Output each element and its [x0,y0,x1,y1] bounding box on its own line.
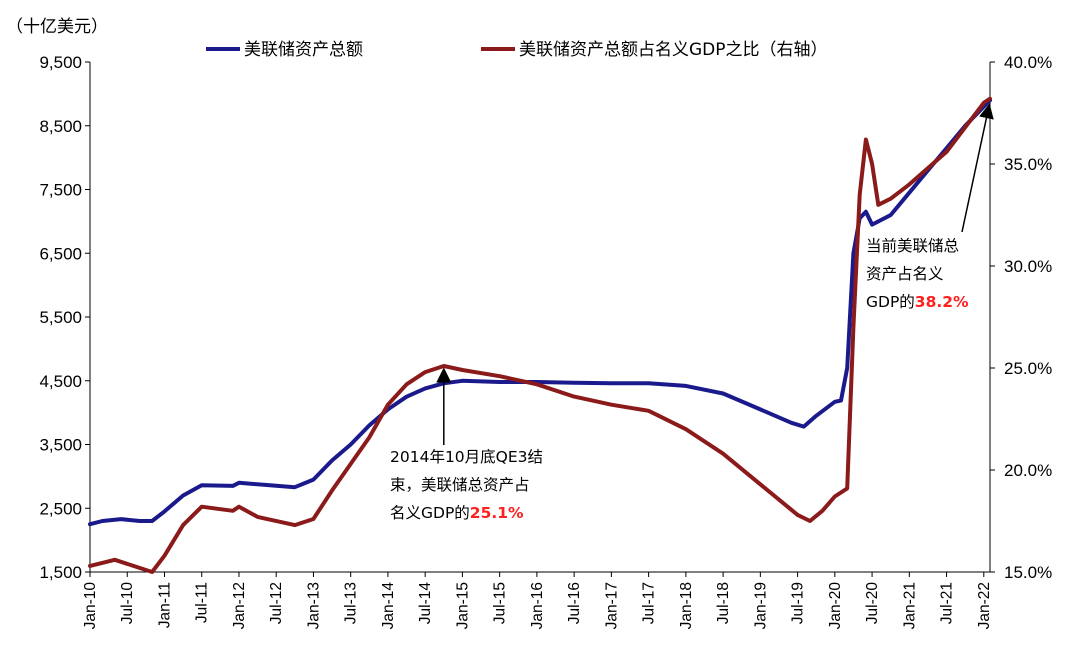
annotation-text-qe3: 名义GDP的25.1% [390,504,524,522]
series-line-ratio [88,96,992,574]
x-tick-label: Jul-16 [566,582,583,624]
x-tick-label: Jan-22 [976,582,993,629]
legend-label-ratio: 美联储资产总额占名义GDP之比（右轴） [519,40,828,60]
left-tick-label: 8,500 [39,117,82,136]
x-tick-label: Jan-13 [305,582,322,629]
x-tick-label: Jul-14 [417,582,434,625]
x-tick-label: Jul-15 [492,582,509,624]
x-tick-label: Jan-12 [231,582,248,629]
left-tick-label: 2,500 [39,499,82,518]
annotation-value-qe3: 25.1% [470,504,524,522]
annotation-arrow-current [961,103,994,233]
annotation-text-current: 资产占名义 [866,265,944,283]
x-tick-label: Jan-19 [752,582,769,629]
axes: 1,500 2,500 3,500 4,500 5,500 6,500 7,500 8,500… [39,53,1052,629]
x-tick-label: Jan-18 [678,582,695,629]
x-tick-label: Jan-16 [529,582,546,629]
right-tick-label: 20.0% [1004,461,1052,480]
x-tick-label: Jul-12 [268,582,285,624]
x-tick-label: Jul-11 [194,582,211,623]
x-tick-label: Jan-10 [82,582,99,630]
left-axis-unit-label: （十亿美元） [6,17,108,37]
legend-label-assets: 美联储资产总额 [244,40,363,60]
left-tick-label: 3,500 [39,436,82,455]
series-group [88,96,992,574]
x-tick-label: Jul-18 [715,582,732,624]
x-tick-label: Jan-14 [380,582,397,630]
left-tick-label: 6,500 [39,244,82,263]
left-tick-label: 9,500 [39,53,82,72]
x-tick-label: Jan-15 [454,582,471,629]
annotation-value-current: 38.2% [915,293,969,311]
right-tick-label: 40.0% [1004,53,1052,72]
left-tick-label: 4,500 [39,372,82,391]
right-tick-label: 30.0% [1004,257,1052,276]
series-line-assets [88,98,992,527]
x-tick-label: Jul-20 [864,582,881,625]
annotation-text-qe3: 2014年10月底QE3结 [390,448,543,466]
annotation-text-current: 当前美联储总 [866,237,959,255]
x-tick-label: Jul-21 [939,582,956,624]
legend: 美联储资产总额 美联储资产总额占名义GDP之比（右轴） [206,40,828,60]
x-tick-label: Jul-13 [343,582,360,624]
x-tick-label: Jul-17 [641,582,658,624]
left-tick-label: 5,500 [39,308,82,327]
x-tick-label: Jan-20 [827,582,844,630]
right-tick-label: 15.0% [1004,563,1052,582]
x-tick-label: Jan-11 [156,582,173,628]
x-tick-label: Jan-21 [901,582,918,629]
left-tick-label: 7,500 [39,181,82,200]
right-tick-label: 35.0% [1004,155,1052,174]
x-tick-label: Jul-19 [790,582,807,624]
left-tick-label: 1,500 [39,563,82,582]
annotation-text-qe3: 束，美联储总资产占 [390,476,530,494]
x-tick-label: Jul-10 [119,582,136,625]
x-tick-label: Jan-17 [603,582,620,629]
right-tick-label: 25.0% [1004,359,1052,378]
annotation-text-current: GDP的38.2% [866,293,969,311]
